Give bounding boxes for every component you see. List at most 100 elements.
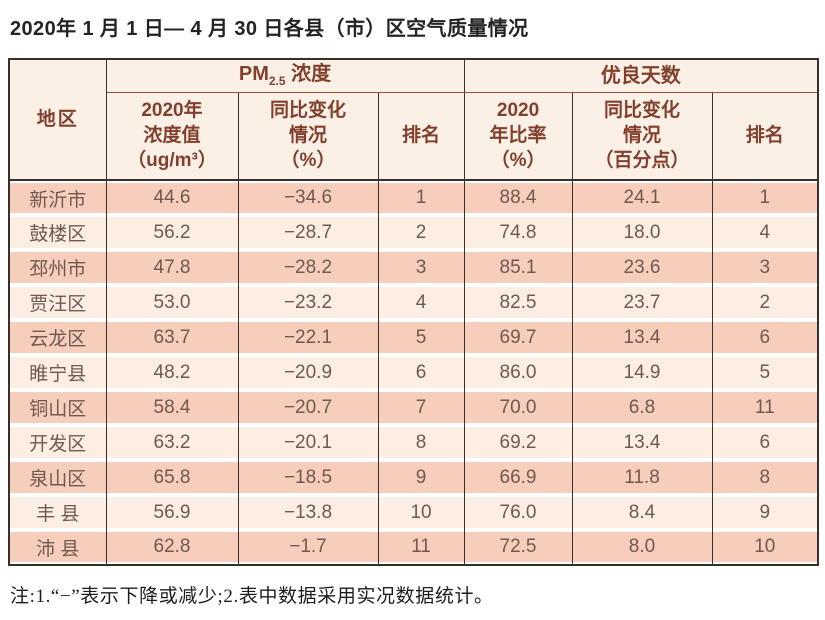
cell-good-rate: 72.5: [463, 530, 573, 565]
col-header-pm-rank: 排名: [377, 92, 465, 181]
table-row: 沛 县 62.8 −1.7 11 72.5 8.0 10: [8, 530, 819, 565]
cell-good-change: 13.4: [571, 425, 713, 460]
cell-good-rank: 9: [711, 495, 819, 530]
cell-good-rank: 10: [711, 530, 819, 565]
cell-region: 鼓楼区: [8, 215, 107, 250]
table-row: 邳州市 47.8 −28.2 3 85.1 23.6 3: [8, 250, 819, 285]
cell-good-rate: 85.1: [463, 250, 573, 285]
pm25-label: PM2.5 浓度: [238, 63, 332, 89]
cell-region: 铜山区: [8, 390, 107, 425]
air-quality-table: 地区 PM2.5 浓度 优良天数 2020年 浓度值 （ug/m³） 同比变化 …: [8, 58, 820, 566]
table-body: 新沂市 44.6 −34.6 1 88.4 24.1 1 鼓楼区 56.2 −28.7 2 74.8 1…: [8, 180, 819, 565]
cell-region: 丰 县: [8, 495, 107, 530]
cell-region: 泉山区: [8, 460, 107, 495]
cell-good-change: 13.4: [571, 320, 713, 355]
cell-good-rate: 66.9: [463, 460, 573, 495]
cell-pm-rank: 1: [377, 180, 465, 215]
cell-pm-change: −13.8: [237, 495, 379, 530]
cell-pm-rank: 9: [377, 460, 465, 495]
page-title: 2020年 1 月 1 日— 4 月 30 日各县（市）区空气质量情况: [10, 18, 529, 40]
footnote: 注:1.“−”表示下降或减少;2.表中数据采用实况数据统计。: [10, 586, 494, 607]
cell-pm-rank: 4: [377, 285, 465, 320]
cell-pm-change: −18.5: [237, 460, 379, 495]
cell-region: 新沂市: [8, 180, 107, 215]
cell-good-rate: 88.4: [463, 180, 573, 215]
cell-pm-rank: 5: [377, 320, 465, 355]
cell-pm-change: −23.2: [237, 285, 379, 320]
cell-good-rate: 74.8: [463, 215, 573, 250]
col-header-pm-value: 2020年 浓度值 （ug/m³）: [105, 92, 239, 181]
cell-good-rank: 2: [711, 285, 819, 320]
col-header-good-change: 同比变化 情况 （百分点）: [571, 92, 713, 181]
cell-good-rate: 69.2: [463, 425, 573, 460]
table-row: 新沂市 44.6 −34.6 1 88.4 24.1 1: [8, 180, 819, 215]
group-header-good-days: 优良天数: [463, 59, 819, 93]
sub-header-row: 2020年 浓度值 （ug/m³） 同比变化 情况 （%） 排名 2020 年比…: [9, 92, 819, 181]
cell-good-rate: 82.5: [463, 285, 573, 320]
cell-region: 贾汪区: [8, 285, 107, 320]
cell-good-change: 11.8: [571, 460, 713, 495]
cell-pm-change: −22.1: [237, 320, 379, 355]
table-header: 地区 PM2.5 浓度 优良天数 2020年 浓度值 （ug/m³） 同比变化 …: [8, 59, 819, 181]
cell-region: 邳州市: [8, 250, 107, 285]
col-header-region: 地区: [8, 59, 107, 181]
cell-good-change: 23.7: [571, 285, 713, 320]
cell-pm-rank: 6: [377, 355, 465, 390]
cell-region: 沛 县: [8, 530, 107, 565]
table-row: 丰 县 56.9 −13.8 10 76.0 8.4 9: [8, 495, 819, 530]
cell-good-rank: 6: [711, 425, 819, 460]
cell-pm-change: −20.1: [237, 425, 379, 460]
cell-region: 云龙区: [8, 320, 107, 355]
cell-pm-change: −28.7: [237, 215, 379, 250]
cell-good-change: 8.0: [571, 530, 713, 565]
col-header-good-rate: 2020 年比率 （%）: [463, 92, 573, 181]
cell-pm-rank: 3: [377, 250, 465, 285]
cell-pm-value: 56.2: [105, 215, 239, 250]
table-row: 睢宁县 48.2 −20.9 6 86.0 14.9 5: [8, 355, 819, 390]
group-header-pm25: PM2.5 浓度: [105, 59, 465, 93]
cell-pm-value: 58.4: [105, 390, 239, 425]
cell-pm-change: −20.7: [237, 390, 379, 425]
cell-pm-value: 63.2: [105, 425, 239, 460]
cell-good-rank: 1: [711, 180, 819, 215]
cell-good-rank: 8: [711, 460, 819, 495]
cell-pm-value: 65.8: [105, 460, 239, 495]
cell-pm-value: 62.8: [105, 530, 239, 565]
cell-pm-rank: 7: [377, 390, 465, 425]
cell-good-change: 23.6: [571, 250, 713, 285]
cell-good-rank: 4: [711, 215, 819, 250]
cell-good-rate: 70.0: [463, 390, 573, 425]
table-row: 泉山区 65.8 −18.5 9 66.9 11.8 8: [8, 460, 819, 495]
cell-pm-change: −34.6: [237, 180, 379, 215]
cell-good-rank: 5: [711, 355, 819, 390]
cell-good-change: 8.4: [571, 495, 713, 530]
cell-pm-rank: 10: [377, 495, 465, 530]
cell-good-rate: 86.0: [463, 355, 573, 390]
group-header-row: 地区 PM2.5 浓度 优良天数: [8, 59, 819, 181]
cell-pm-value: 53.0: [105, 285, 239, 320]
cell-good-rate: 76.0: [463, 495, 573, 530]
cell-good-change: 14.9: [571, 355, 713, 390]
cell-good-rank: 6: [711, 320, 819, 355]
cell-pm-change: −28.2: [237, 250, 379, 285]
cell-good-change: 18.0: [571, 215, 713, 250]
cell-region: 开发区: [8, 425, 107, 460]
table-row: 鼓楼区 56.2 −28.7 2 74.8 18.0 4: [8, 215, 819, 250]
cell-pm-value: 56.9: [105, 495, 239, 530]
cell-pm-value: 48.2: [105, 355, 239, 390]
cell-pm-rank: 2: [377, 215, 465, 250]
cell-good-rank: 3: [711, 250, 819, 285]
cell-good-rank: 11: [711, 390, 819, 425]
cell-pm-change: −20.9: [237, 355, 379, 390]
cell-good-change: 6.8: [571, 390, 713, 425]
cell-pm-value: 63.7: [105, 320, 239, 355]
table-row: 铜山区 58.4 −20.7 7 70.0 6.8 11: [8, 390, 819, 425]
table-row: 开发区 63.2 −20.1 8 69.2 13.4 6: [8, 425, 819, 460]
cell-good-rate: 69.7: [463, 320, 573, 355]
cell-good-change: 24.1: [571, 180, 713, 215]
cell-region: 睢宁县: [8, 355, 107, 390]
col-header-good-rank: 排名: [711, 92, 819, 181]
cell-pm-rank: 8: [377, 425, 465, 460]
col-header-pm-change: 同比变化 情况 （%）: [237, 92, 379, 181]
